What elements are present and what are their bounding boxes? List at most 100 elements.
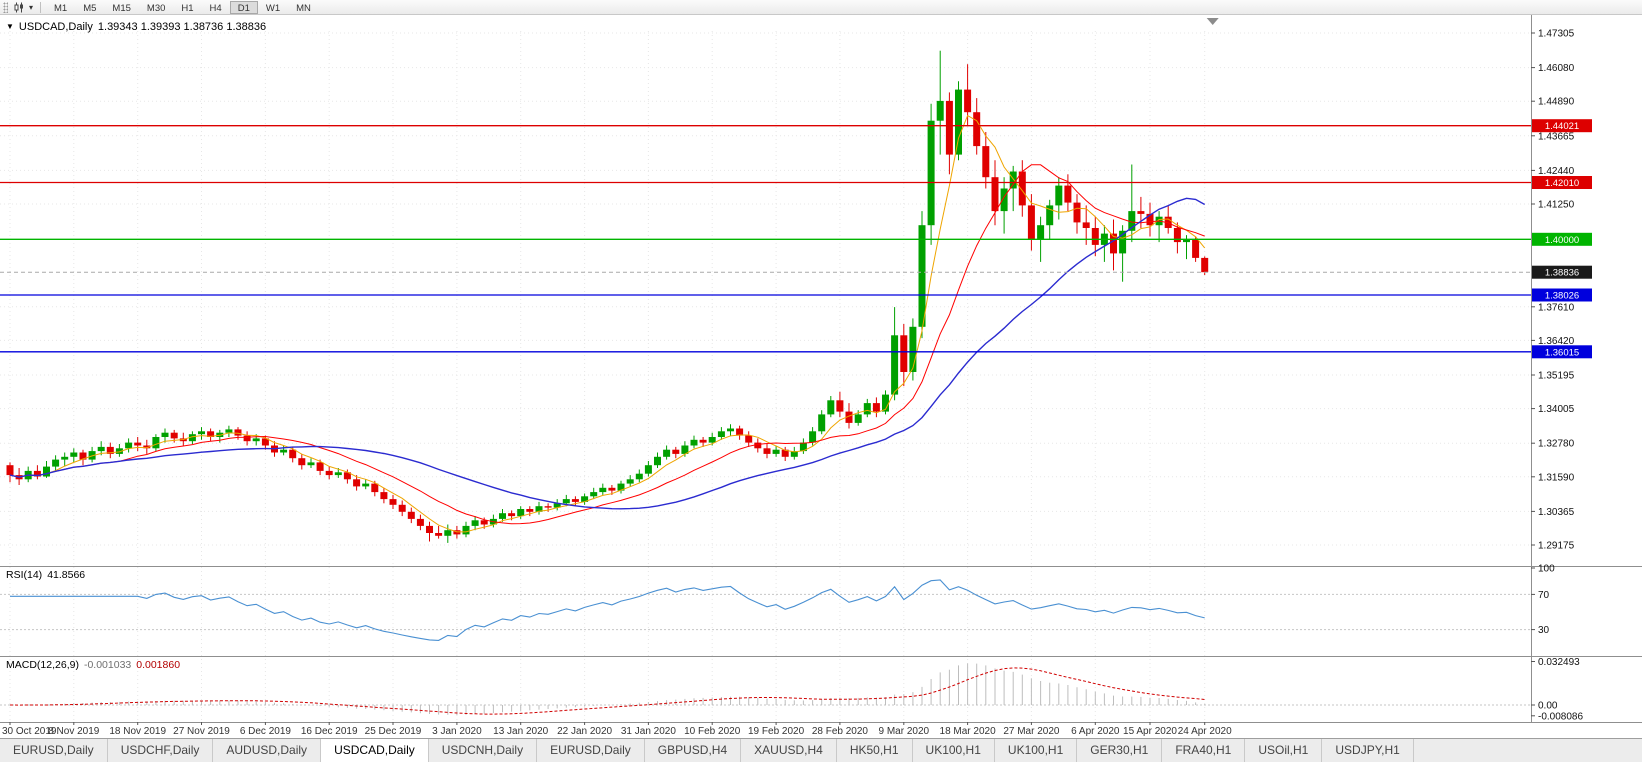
svg-text:1.42440: 1.42440 (1538, 166, 1575, 177)
svg-text:27 Nov 2019: 27 Nov 2019 (173, 726, 230, 737)
svg-text:24 Apr 2020: 24 Apr 2020 (1178, 726, 1232, 737)
chart-symbol-period: USDCAD,Daily (18, 21, 93, 33)
svg-text:1.42010: 1.42010 (1545, 178, 1579, 189)
svg-text:3 Jan 2020: 3 Jan 2020 (432, 726, 482, 737)
chart-tab-13[interactable]: USOil,H1 (1245, 739, 1323, 762)
timeframe-button-m5[interactable]: M5 (83, 2, 97, 14)
svg-text:1.43665: 1.43665 (1538, 131, 1575, 142)
svg-text:9 Mar 2020: 9 Mar 2020 (879, 726, 930, 737)
chart-tab-3[interactable]: USDCAD,Daily (321, 739, 429, 762)
svg-text:25 Dec 2019: 25 Dec 2019 (365, 726, 422, 737)
svg-text:1.38836: 1.38836 (1545, 268, 1579, 279)
svg-text:1.46080: 1.46080 (1538, 63, 1575, 74)
timeframe-buttons: M1 M5 M15 M30 H1 H4 D1 W1 MN (46, 0, 319, 15)
ma-30-line (9, 197, 1206, 510)
rsi-indicator-name: RSI(14) (6, 569, 43, 581)
ma-13-line (9, 164, 1205, 525)
svg-text:0.00: 0.00 (1538, 701, 1558, 712)
timeframe-button-h4[interactable]: H4 (209, 2, 222, 14)
rsi-line (10, 579, 1205, 641)
timeframe-button-mn[interactable]: MN (296, 2, 311, 14)
timeframe-button-m15[interactable]: M15 (112, 2, 131, 14)
macd-signal-line (9, 667, 1205, 715)
price-axis[interactable] (1532, 15, 1642, 722)
svg-text:1.38026: 1.38026 (1545, 291, 1579, 302)
grid-lines (0, 31, 1531, 722)
chart-tab-0[interactable]: EURUSD,Daily (0, 739, 108, 762)
timeframe-button-d1[interactable]: D1 (229, 0, 258, 14)
toolbar-separator (40, 1, 42, 13)
svg-text:1.41250: 1.41250 (1538, 200, 1575, 211)
chart-type-button[interactable] (12, 1, 27, 14)
pane-separators (0, 15, 1642, 723)
svg-text:31 Jan 2020: 31 Jan 2020 (621, 726, 676, 737)
chart-tab-6[interactable]: GBPUSD,H4 (645, 739, 742, 762)
chart-tab-9[interactable]: UK100,H1 (913, 739, 995, 762)
candlestick-chart-icon (14, 2, 23, 12)
svg-text:18 Nov 2019: 18 Nov 2019 (109, 726, 166, 737)
price-chart-canvas[interactable]: 1.47305 1.46080 1.44890 1.43665 1.42440 1.412… (0, 15, 1642, 738)
chart-tab-14[interactable]: USDJPY,H1 (1322, 739, 1414, 762)
chart-tab-5[interactable]: EURUSD,Daily (537, 739, 645, 762)
timeframe-button-w1[interactable]: W1 (265, 2, 281, 14)
svg-text:70: 70 (1538, 590, 1550, 601)
svg-text:27 Mar 2020: 27 Mar 2020 (1003, 726, 1060, 737)
chart-tab-12[interactable]: FRA40,H1 (1162, 739, 1246, 762)
timeframe-button-m1[interactable]: M1 (54, 2, 68, 14)
svg-text:1.30365: 1.30365 (1538, 507, 1575, 518)
svg-text:-0.008086: -0.008086 (1538, 711, 1583, 722)
chart-type-dropdown-caret-icon[interactable]: ▾ (29, 2, 34, 12)
timeframe-button-h1[interactable]: H1 (181, 2, 194, 14)
chart-tab-8[interactable]: HK50,H1 (837, 739, 913, 762)
svg-text:18 Mar 2020: 18 Mar 2020 (940, 726, 997, 737)
svg-text:1.44021: 1.44021 (1545, 121, 1579, 132)
svg-text:1.37610: 1.37610 (1538, 302, 1575, 313)
chart-tab-11[interactable]: GER30,H1 (1077, 739, 1163, 762)
candlestick-series (6, 50, 1209, 543)
svg-text:1.36015: 1.36015 (1545, 347, 1579, 358)
toolbar-grip[interactable] (3, 1, 8, 13)
collapse-triangle-icon[interactable]: ▼ (6, 22, 14, 31)
chart-region: 1.47305 1.46080 1.44890 1.43665 1.42440 1.412… (0, 15, 1642, 738)
chart-tab-2[interactable]: AUDUSD,Daily (213, 739, 322, 762)
svg-text:1.35195: 1.35195 (1538, 371, 1575, 382)
svg-text:19 Feb 2020: 19 Feb 2020 (748, 726, 805, 737)
chart-ohlc-values: 1.39343 1.39393 1.38736 1.38836 (97, 21, 267, 33)
price-axis-labels: 1.47305 1.46080 1.44890 1.43665 1.42440 1.412… (1531, 29, 1592, 722)
rsi-indicator-label: RSI(14) 41.8566 (6, 569, 90, 581)
chart-tab-7[interactable]: XAUUSD,H4 (741, 739, 837, 762)
macd-signal-value: 0.001860 (136, 659, 181, 671)
svg-text:22 Jan 2020: 22 Jan 2020 (557, 726, 612, 737)
chart-tab-10[interactable]: UK100,H1 (995, 739, 1078, 762)
svg-text:1.29175: 1.29175 (1538, 541, 1575, 552)
svg-text:1.47305: 1.47305 (1538, 29, 1575, 40)
svg-text:16 Dec 2019: 16 Dec 2019 (301, 726, 358, 737)
svg-text:8 Nov 2019: 8 Nov 2019 (48, 726, 100, 737)
rsi-indicator-value: 41.8566 (47, 569, 86, 581)
svg-text:0.032493: 0.032493 (1538, 657, 1580, 668)
svg-text:1.32780: 1.32780 (1538, 439, 1575, 450)
macd-indicator-label: MACD(12,26,9) -0.001033 0.001860 (6, 659, 185, 671)
svg-text:100: 100 (1538, 564, 1555, 575)
svg-text:10 Feb 2020: 10 Feb 2020 (684, 726, 741, 737)
chart-title: ▼ USDCAD,Daily 1.39343 1.39393 1.38736 1.3… (6, 21, 271, 33)
timeframe-button-m30[interactable]: M30 (146, 2, 166, 14)
chart-tab-4[interactable]: USDCNH,Daily (429, 739, 538, 762)
svg-text:1.44890: 1.44890 (1538, 97, 1575, 108)
svg-text:1.36420: 1.36420 (1538, 336, 1575, 347)
svg-text:1.40000: 1.40000 (1545, 235, 1579, 246)
date-axis[interactable] (0, 722, 1642, 738)
svg-text:28 Feb 2020: 28 Feb 2020 (812, 726, 869, 737)
timeframe-toolbar: ▾ M1 M5 M15 M30 H1 H4 D1 W1 MN (0, 0, 1642, 15)
svg-text:1.31590: 1.31590 (1538, 472, 1575, 483)
ma-5-line (9, 114, 1206, 533)
chart-tabs-bar: EURUSD,Daily USDCHF,Daily AUDUSD,Daily USDC… (0, 738, 1642, 762)
macd-main-value: -0.001033 (83, 659, 132, 671)
svg-text:13 Jan 2020: 13 Jan 2020 (493, 726, 548, 737)
macd-indicator-name: MACD(12,26,9) (6, 659, 79, 671)
chart-shift-marker-icon[interactable] (1206, 18, 1219, 25)
svg-text:15 Apr 2020: 15 Apr 2020 (1123, 726, 1177, 737)
macd-histogram (18, 663, 1206, 715)
chart-tab-1[interactable]: USDCHF,Daily (108, 739, 214, 762)
